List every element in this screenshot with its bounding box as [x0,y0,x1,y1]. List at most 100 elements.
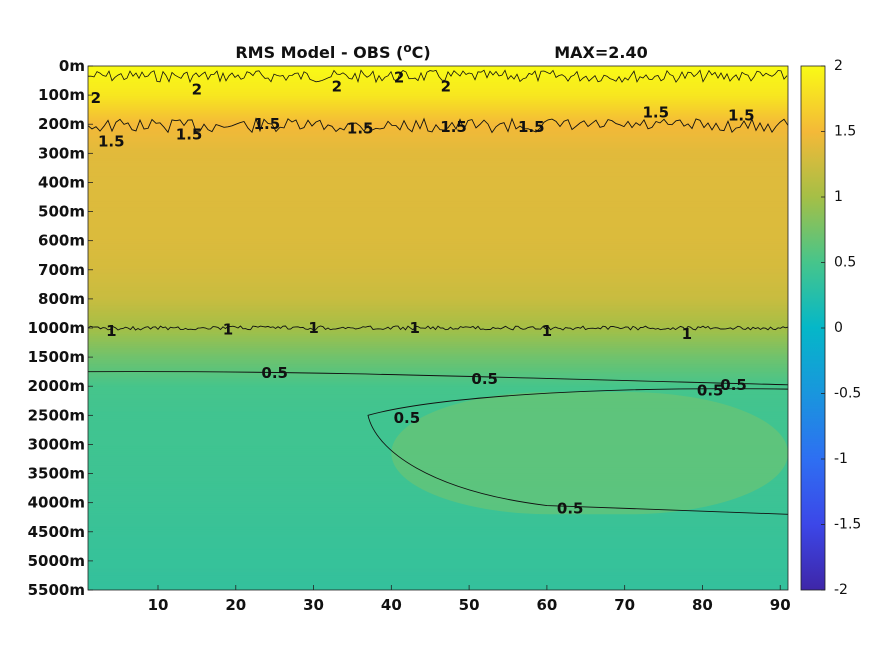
x-tick-label: 30 [303,596,324,614]
heat-band [88,567,788,571]
heat-band [88,388,788,392]
heat-band [88,368,788,371]
heat-band [88,444,788,448]
x-tick-label: 90 [770,596,791,614]
heat-band [88,166,788,170]
y-tick-label: 300m [38,144,85,162]
heat-band [88,289,788,293]
heat-band [88,297,788,301]
contour-label: 1 [308,319,318,337]
heat-band [88,503,788,506]
heat-band [88,257,788,261]
heat-band [88,174,788,178]
heat-band [88,473,788,476]
heat-band [88,235,788,238]
heat-band [88,197,788,200]
contour-label: 0.5 [697,382,724,400]
heat-band [88,150,788,154]
heat-band [88,499,788,502]
contour-label: 1.5 [518,118,545,136]
heat-band [88,265,788,269]
heat-band [88,456,788,460]
heat-band [88,192,788,196]
heat-band [88,350,788,353]
heat-band [88,531,788,535]
heat-band [88,219,788,222]
heat-band [88,577,788,581]
heat-band [88,467,788,470]
y-axis: 0m 100m 200m 300m 400m 500m 600m 700m 800m 1000m 1… [28,57,93,599]
heat-band [88,269,788,273]
heat-band [88,291,788,295]
heat-band [88,539,788,543]
heat-band [88,430,788,434]
heat-band [88,229,788,232]
heat-band [88,156,788,160]
heat-band [88,176,788,180]
heat-band [88,154,788,158]
heat-band [88,96,788,99]
heat-band [88,271,788,275]
heat-band [88,569,788,573]
heat-band [88,160,788,164]
colorbar-tick-label: -1.5 [834,517,861,533]
heat-band [88,303,788,307]
heat-band [88,511,788,515]
heat-band [88,319,788,323]
heat-band [88,186,788,190]
heat-band [88,227,788,230]
heat-band [88,182,788,186]
heat-band [88,495,788,498]
heat-band [88,221,788,224]
heat-band [88,469,788,472]
heat-band [88,481,788,484]
heat-band [88,579,788,583]
heat-band [88,309,788,313]
heat-band [88,78,788,81]
y-tick-label: 600m [38,232,85,250]
heat-band [88,493,788,496]
y-tick-label: 700m [38,261,85,279]
heat-band [88,313,788,317]
colorbar-tick-label: -2 [834,582,848,598]
heat-band [88,418,788,422]
heat-band [88,362,788,365]
heat-band [88,507,788,510]
heat-band [88,448,788,452]
heat-band [88,164,788,168]
contour-label: 0.5 [471,370,498,388]
heat-band [88,211,788,214]
contour-label: 1 [223,321,233,339]
heat-band [88,436,788,440]
heat-band [88,112,788,115]
heat-band [88,241,788,244]
heat-band [88,382,788,386]
heat-band [88,82,788,85]
heat-band [88,545,788,549]
colorbar-tick-label: 0.5 [834,255,856,271]
heat-band [88,483,788,486]
heat-band [88,243,788,246]
heat-band [88,555,788,559]
x-tick-label: 10 [148,596,169,614]
y-tick-label: 100m [38,86,85,104]
heat-band [88,170,788,174]
heat-band [88,84,788,87]
heat-band [88,184,788,188]
heat-anomaly [391,392,788,515]
heat-band [88,142,788,146]
heat-band [88,452,788,456]
y-tick-label: 500m [38,203,85,221]
heat-band [88,315,788,319]
heat-band [88,209,788,212]
heat-band [88,352,788,355]
heat-band [88,392,788,396]
y-tick-label: 4500m [28,523,85,541]
contour-label: 2 [394,69,404,87]
heat-band [88,299,788,303]
colorbar-ticks: 2 1.5 1 0.5 0 -0.5 -1 -1.5 -2 [821,58,861,598]
heat-band [88,120,788,124]
heat-band [88,525,788,529]
heat-band [88,471,788,474]
